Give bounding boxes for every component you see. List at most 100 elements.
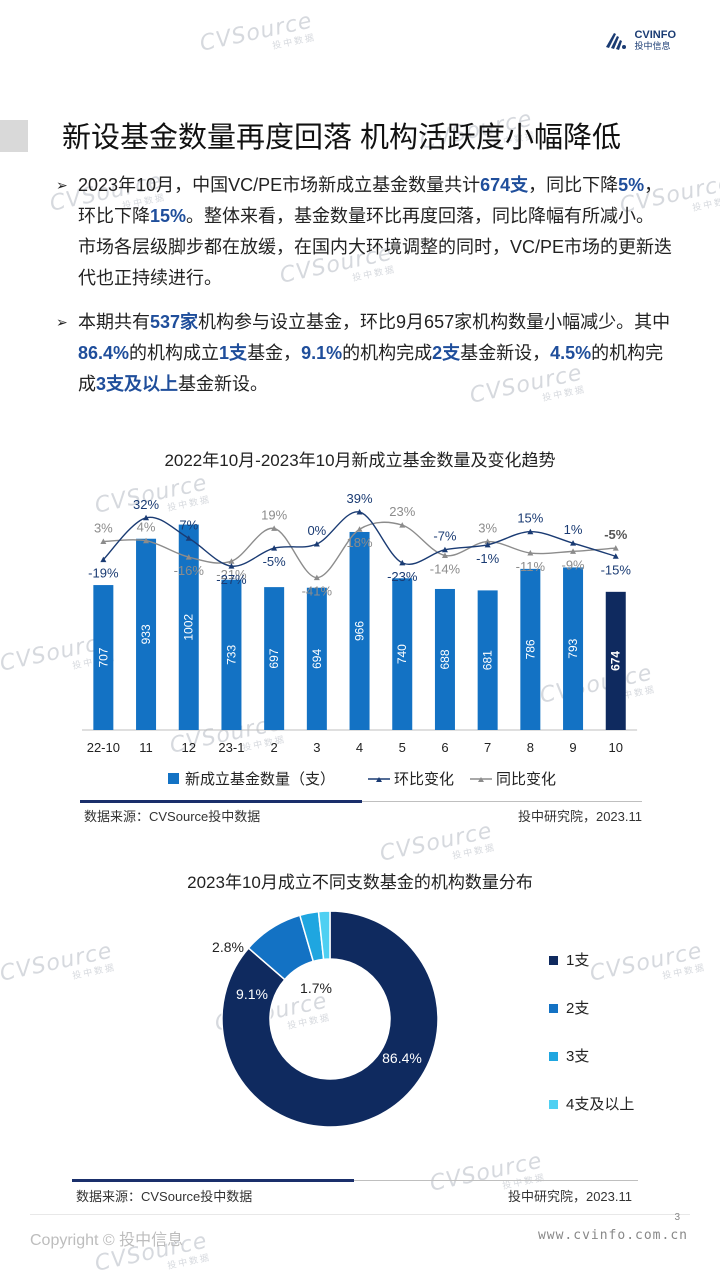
mom-value-label: 32% [133, 497, 159, 512]
legend-swatch [549, 1004, 558, 1013]
body-text: 2023年10月，中国VC/PE市场新成立基金数量共计 [78, 175, 481, 195]
x-tick-label: 10 [609, 740, 623, 755]
yoy-value-label: -21% [216, 567, 247, 582]
yoy-value-label: 3% [478, 521, 497, 536]
yoy-point [570, 548, 577, 554]
yoy-value-label: 19% [261, 507, 287, 522]
slice-value-label: 1.7% [300, 980, 332, 996]
mom-value-label: 39% [347, 491, 373, 506]
mom-point [441, 546, 448, 553]
chart2-source: 数据来源：CVSource投中数据 [76, 1189, 253, 1204]
bullet-arrow-icon: ➢ [56, 314, 68, 330]
legend-label: 2支 [566, 1000, 589, 1017]
yoy-point [100, 538, 107, 545]
x-tick-label: 11 [139, 740, 153, 755]
yoy-value-label: -5% [604, 527, 628, 542]
body-text: 本期共有 [78, 312, 150, 332]
yoy-value-label: -16% [174, 563, 205, 578]
mom-value-label: -5% [263, 554, 287, 569]
yoy-point [356, 526, 363, 532]
x-tick-label: 12 [182, 740, 196, 755]
mom-point [612, 553, 619, 559]
yoy-value-label: -41% [302, 584, 333, 599]
legend-swatch [549, 1052, 558, 1061]
body-text: 。整体来看，基金数量环比再度回落，同比降幅有所减小。市场各层级脚步都在放缓，在国… [78, 206, 673, 288]
highlight-text: 4.5% [550, 343, 592, 363]
highlight-text: 9.1% [301, 343, 343, 363]
yoy-value-label: -14% [430, 561, 461, 576]
bullet-2: ➢ 本期共有537家机构参与设立基金，环比9月657家机构数量小幅减少。其中 86… [56, 307, 672, 400]
chart2-publisher: 投中研究院，2023.11 [507, 1189, 632, 1204]
legend-yoy-swatch [470, 777, 492, 782]
bar-chart-title: 2022年10月-2023年10月新成立基金数量及变化趋势 [164, 451, 556, 470]
yoy-point [527, 550, 534, 556]
highlight-text: 2支 [432, 343, 461, 363]
logo-sub: 投中信息 [634, 41, 671, 51]
body-text: ，同比下降 [528, 175, 619, 195]
body-text: 的机构完成 [78, 343, 664, 394]
highlight-text: 3支及以上 [96, 374, 179, 394]
x-tick-label: 23-1 [218, 740, 244, 755]
yoy-point [612, 545, 619, 551]
mom-point [484, 541, 491, 548]
bullet-1: ➢ 2023年10月，中国VC/PE市场新成立基金数量共计674支，同比下降5%… [56, 170, 672, 294]
mom-value-label: 15% [517, 511, 543, 526]
yoy-point [185, 554, 192, 560]
footer-url: www.cvinfo.com.cn [537, 1228, 688, 1243]
donut-slice [317, 910, 331, 961]
heading-marker [0, 120, 28, 152]
x-tick-label: 8 [527, 740, 534, 755]
slice-value-label: 2.8% [212, 939, 244, 955]
legend-mom-label: 环比变化 [394, 771, 455, 788]
mom-value-label: 0% [307, 523, 326, 538]
body-text: 的机构成立 [129, 343, 220, 363]
x-tick-label: 2 [271, 740, 278, 755]
mom-value-label: -23% [387, 569, 418, 584]
bar-value-label: 688 [438, 649, 452, 669]
highlight-text: 1支 [219, 343, 248, 363]
page-number: 3 [674, 1212, 680, 1223]
bar-value-label: 1002 [182, 614, 196, 641]
source-divider-accent [72, 1179, 354, 1182]
bar-value-label: 694 [310, 649, 324, 669]
mom-point [271, 545, 278, 551]
bar-value-label: 707 [96, 647, 110, 667]
bar-value-label: 674 [609, 651, 623, 671]
yoy-point [441, 552, 448, 558]
bar [178, 524, 199, 730]
yoy-point [271, 525, 278, 531]
highlight-text: 674支 [480, 175, 529, 195]
bar [605, 591, 626, 730]
source-divider [72, 1180, 638, 1181]
bar [136, 538, 157, 730]
legend-swatch [549, 956, 558, 965]
highlight-text: 86.4% [78, 343, 130, 363]
bar-value-label: 793 [566, 638, 580, 658]
mom-point [143, 514, 150, 521]
x-tick-label: 9 [569, 740, 576, 755]
x-tick-label: 22-10 [87, 740, 120, 755]
source-divider-accent [80, 800, 362, 803]
body-text: 机构参与设立基金，环比9月657家机构数量小幅减少。其中 [198, 312, 671, 332]
yoy-point [143, 537, 150, 544]
body-text: ，环比下降 [78, 175, 663, 226]
x-tick-label: 5 [399, 740, 406, 755]
yoy-value-label: -11% [516, 559, 546, 574]
legend-yoy-label: 同比变化 [496, 771, 557, 788]
mom-point [570, 540, 577, 546]
pie-chart-title: 2023年10月成立不同支数基金的机构数量分布 [187, 873, 533, 892]
bullet-arrow-icon: ➢ [56, 177, 68, 193]
mom-value-label: 1% [564, 522, 583, 537]
bar [392, 578, 413, 730]
mom-point [527, 528, 534, 535]
bar [563, 567, 584, 730]
mom-value-label: -15% [601, 562, 632, 577]
bullet-text: 本期共有537家机构参与设立基金，环比9月657家机构数量小幅减少。其中 86.4… [78, 307, 672, 400]
mom-point [185, 535, 192, 541]
bar [221, 579, 242, 730]
bar-value-label: 966 [353, 621, 367, 641]
donut-chart: 86.4% 9.1% 2.8% 1.7% 1支 2支 3支 4支及以上 [212, 910, 634, 1128]
yoy-value-label: -9% [561, 557, 585, 572]
x-tick-label: 4 [356, 740, 363, 755]
